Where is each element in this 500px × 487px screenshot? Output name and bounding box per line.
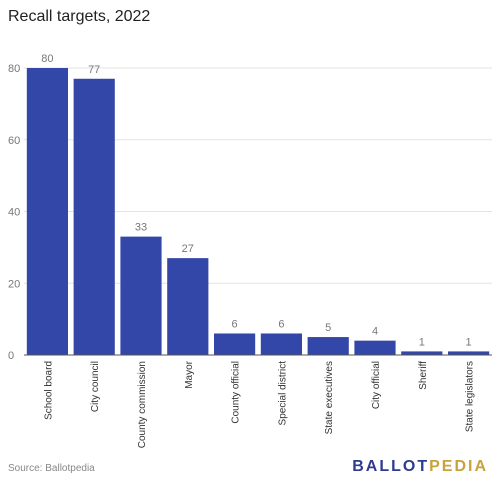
x-tick-label-3: Mayor <box>184 360 195 388</box>
bar-4 <box>214 333 256 355</box>
bar-value-label-2: 33 <box>135 222 147 234</box>
bar-value-label-6: 5 <box>325 322 331 334</box>
bar-2 <box>120 236 162 355</box>
y-tick-label-4: 80 <box>8 63 20 75</box>
bar-value-label-5: 6 <box>278 318 284 330</box>
bar-7 <box>354 340 396 355</box>
chart-title: Recall targets, 2022 <box>8 8 151 25</box>
ballotpedia-logo: BALLOTPEDIA <box>352 458 488 476</box>
bar-9 <box>448 351 490 355</box>
bar-value-label-1: 77 <box>88 64 100 76</box>
x-tick-label-5: Special district <box>277 361 288 426</box>
source-note: Source: Ballotpedia <box>8 463 95 474</box>
y-tick-label-2: 40 <box>8 207 20 219</box>
bar-chart: 0 20 40 60 80 80 School board 77 City council 33 C… <box>8 53 492 448</box>
bar-5 <box>260 333 302 355</box>
bar-1 <box>73 78 115 355</box>
bar-value-label-0: 80 <box>41 53 53 65</box>
bar-value-label-7: 4 <box>372 326 378 338</box>
y-tick-label-0: 0 <box>8 350 14 362</box>
bar-value-label-3: 27 <box>182 243 194 255</box>
bar-value-label-4: 6 <box>232 318 238 330</box>
bar-0 <box>26 68 68 355</box>
x-tick-label-0: School board <box>43 361 54 420</box>
bar-value-label-8: 1 <box>419 336 425 348</box>
x-tick-label-1: City council <box>90 361 101 412</box>
x-tick-label-9: State legislators <box>465 361 476 432</box>
x-tick-label-4: County official <box>231 361 242 424</box>
x-tick-label-8: Sheriff <box>418 361 429 390</box>
bar-3 <box>167 258 209 355</box>
x-tick-label-2: County commission <box>137 361 148 448</box>
logo-part-ballot: BALLOT <box>352 458 430 475</box>
y-tick-label-3: 60 <box>8 135 20 147</box>
x-tick-label-7: City official <box>371 361 382 409</box>
bar-8 <box>401 351 443 355</box>
x-tick-label-6: State executives <box>324 361 335 434</box>
bar-6 <box>307 337 349 355</box>
y-tick-label-1: 20 <box>8 278 20 290</box>
bar-value-label-9: 1 <box>466 336 472 348</box>
logo-part-pedia: PEDIA <box>429 458 488 475</box>
